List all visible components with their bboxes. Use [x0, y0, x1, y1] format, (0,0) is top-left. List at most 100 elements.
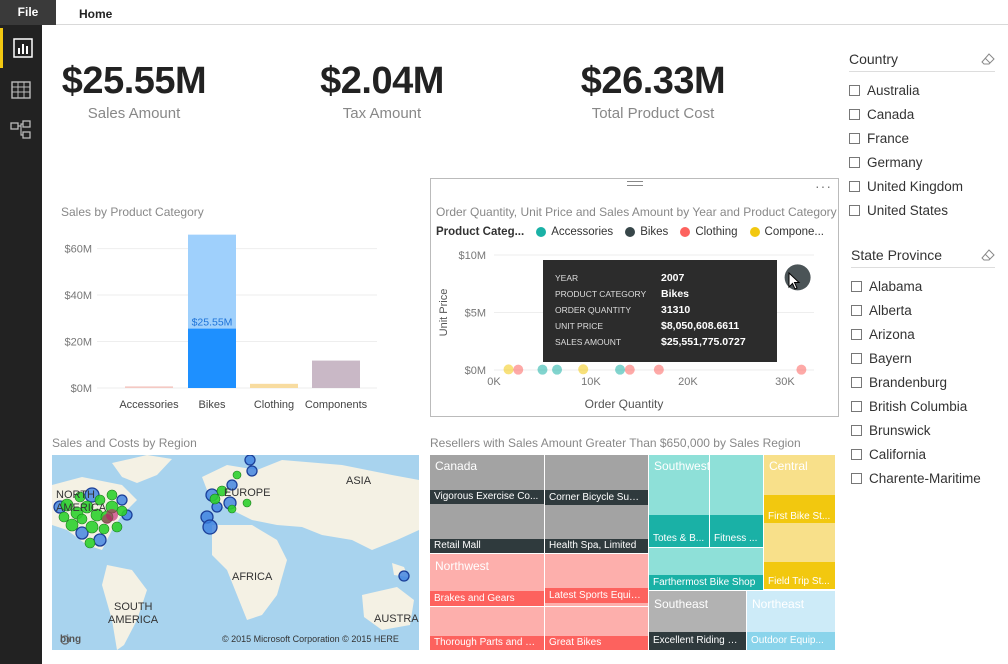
checkbox[interactable]	[849, 84, 860, 96]
sales-region-map[interactable]: NORTH AMERICA EUROPE ASIA AFRICA SOUTH A…	[52, 455, 419, 650]
slicer-item-label: Germany	[867, 154, 923, 170]
y-tick-label: $10M	[458, 250, 486, 262]
eraser-icon[interactable]	[981, 53, 995, 65]
kpi-value: $25.55M	[61, 60, 207, 102]
tooltip-key: YEAR	[555, 273, 579, 283]
checkbox[interactable]	[851, 424, 862, 436]
slicer-item-label: Brunswick	[869, 422, 931, 438]
map-bubble	[84, 537, 96, 549]
slicer-item-label: British Columbia	[869, 398, 968, 414]
relationships-view-icon[interactable]	[0, 110, 42, 150]
slicer-item[interactable]: Alabama	[851, 274, 995, 298]
slicer-item[interactable]: United States	[849, 198, 995, 222]
checkbox[interactable]	[851, 448, 862, 460]
y-tick-label: $0M	[71, 383, 92, 395]
tooltip-value: Bikes	[661, 288, 690, 300]
kpi-tax-amount[interactable]: $2.04M Tax Amount	[300, 60, 464, 122]
sales-by-category-chart[interactable]: $0M $20M $40M $60M Accessories $25.55M Bikes Cl…	[52, 225, 387, 420]
map-bubbles[interactable]	[52, 455, 419, 650]
scatter-point	[578, 364, 589, 375]
scatter-point	[624, 364, 635, 375]
checkbox[interactable]	[851, 376, 862, 388]
map-bubble	[227, 504, 237, 514]
slicer-item-label: Alberta	[869, 302, 912, 318]
slicer-item[interactable]: United Kingdom	[849, 174, 995, 198]
report-view-icon[interactable]	[0, 28, 42, 68]
slicer-item[interactable]: Canada	[849, 102, 995, 126]
treemap-label: Retail Mall	[430, 539, 544, 553]
slicer-item[interactable]: British Columbia	[851, 394, 995, 418]
bing-logo: bing	[60, 634, 82, 645]
checkbox[interactable]	[849, 204, 860, 216]
checkbox[interactable]	[851, 400, 862, 412]
map-bubble	[106, 489, 118, 501]
map-bubble	[76, 513, 88, 525]
map-bubble	[226, 479, 238, 491]
slicer-item[interactable]: Brandenburg	[851, 370, 995, 394]
slicer-item[interactable]: Arizona	[851, 322, 995, 346]
treemap-cell[interactable]	[545, 455, 648, 492]
checkbox[interactable]	[851, 328, 862, 340]
checkbox[interactable]	[851, 280, 862, 292]
checkbox[interactable]	[851, 472, 862, 484]
slicer-item[interactable]: California	[851, 442, 995, 466]
legend-item[interactable]: Accessories	[551, 226, 614, 238]
home-tab[interactable]: Home	[79, 7, 113, 21]
scatter-point	[653, 364, 664, 375]
slicer-item[interactable]: Brunswick	[851, 418, 995, 442]
tooltip-value: 31310	[661, 304, 691, 316]
map-label: ASIA	[346, 475, 372, 487]
bar-data-label: $25.55M	[192, 317, 233, 329]
checkbox[interactable]	[849, 156, 860, 168]
treemap-label: Thorough Parts and R...	[430, 636, 544, 650]
kpi-value: $2.04M	[320, 60, 444, 102]
slicer-item[interactable]: Charente-Maritime	[851, 466, 995, 490]
checkbox[interactable]	[849, 180, 860, 192]
slicer-item[interactable]: Bayern	[851, 346, 995, 370]
scatter-visual-frame[interactable]	[430, 178, 839, 417]
slicer-item[interactable]: Germany	[849, 150, 995, 174]
resellers-treemap[interactable]: Canada Vigorous Exercise Co... Corner Bi…	[430, 455, 835, 650]
checkbox[interactable]	[851, 304, 862, 316]
legend-dot-icon	[625, 227, 636, 237]
treemap-group-label: Northwest	[435, 559, 490, 573]
checkbox[interactable]	[849, 132, 860, 144]
slicer-list[interactable]: Alabama Alberta Arizona Bayern Brandenbu…	[851, 274, 995, 492]
map-bubble	[398, 570, 410, 582]
legend-item[interactable]: Clothing	[695, 226, 738, 238]
slicer-item[interactable]: Alberta	[851, 298, 995, 322]
drag-handle-icon[interactable]	[627, 181, 643, 186]
tooltip-key: SALES AMOUNT	[555, 337, 622, 347]
checkbox[interactable]	[851, 352, 862, 364]
x-tick-label: 20K	[678, 376, 698, 388]
scatter-title: Order Quantity, Unit Price and Sales Amo…	[436, 205, 837, 219]
data-view-icon[interactable]	[0, 70, 42, 110]
map-bubble	[80, 500, 94, 514]
slicer-item[interactable]: France	[849, 126, 995, 150]
tooltip-value: $8,050,608.6611	[661, 320, 740, 332]
slicer-item-label: United Kingdom	[867, 178, 964, 194]
map-bubble	[242, 498, 252, 508]
eraser-icon[interactable]	[981, 249, 995, 261]
slicer-item-label: Bayern	[869, 350, 912, 366]
treemap-cell[interactable]	[430, 455, 544, 492]
slicer-header: State Province	[851, 247, 995, 268]
y-tick-label: $60M	[64, 244, 92, 256]
scatter-chart[interactable]: $0M $5M $10M 0K 10K 20K 30K Order Quantity Unit …	[432, 245, 832, 415]
kpi-total-product-cost[interactable]: $26.33M Total Product Cost	[566, 60, 740, 122]
slicer-item[interactable]: Australia	[849, 78, 995, 102]
kpi-sales-amount[interactable]: $25.55M Sales Amount	[52, 60, 216, 122]
map-label: AMERICA	[108, 614, 159, 626]
map-label: AFRICA	[232, 571, 273, 583]
treemap-group-label: Southwest	[654, 459, 711, 473]
file-tab[interactable]: File	[0, 0, 56, 25]
legend-item[interactable]: Bikes	[640, 226, 669, 238]
treemap-label: Outdoor Equip...	[747, 632, 835, 650]
kpi-label: Total Product Cost	[591, 105, 715, 122]
scatter-point	[513, 364, 524, 375]
map-bubble	[232, 470, 242, 480]
more-options-icon[interactable]: ···	[815, 178, 832, 194]
checkbox[interactable]	[849, 108, 860, 120]
map-bubble	[85, 520, 99, 534]
legend-item[interactable]: Compone...	[764, 226, 824, 238]
